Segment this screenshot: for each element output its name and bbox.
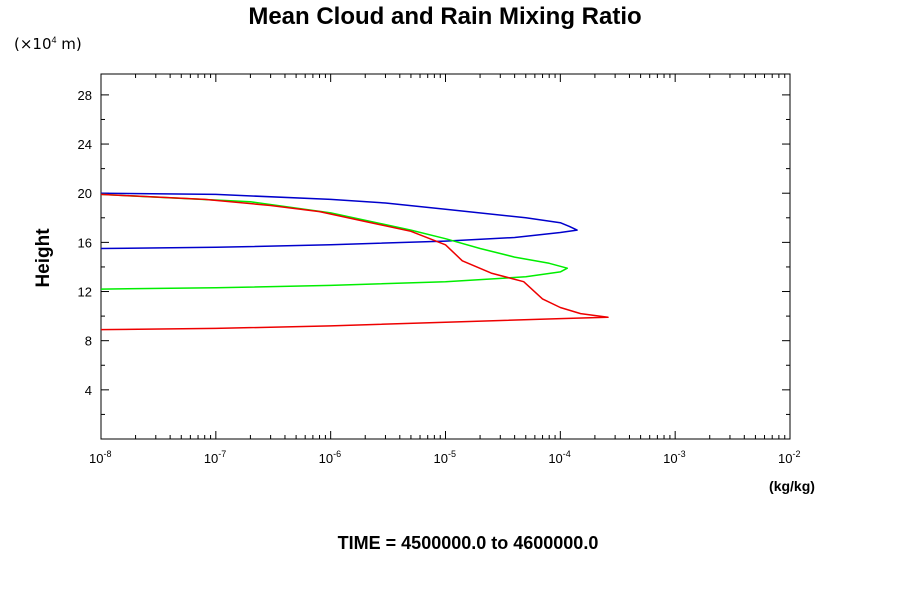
series-line-3	[100, 193, 609, 331]
x-tick-label-exponent: -7	[218, 449, 226, 459]
series-group	[100, 192, 609, 331]
x-tick-label: 10-6	[319, 449, 341, 466]
x-axis-label: (kg/kg)	[769, 478, 815, 494]
y-axis-label: Height	[33, 228, 54, 288]
chart-title: Mean Cloud and Rain Mixing Ratio	[248, 3, 641, 30]
x-tick-label-exponent: -3	[678, 449, 686, 459]
y-tick-label: 8	[85, 334, 92, 349]
x-tick-label-exponent: -2	[792, 449, 800, 459]
x-tick-label-base: 10	[89, 451, 103, 466]
plot-frame	[100, 73, 791, 440]
y-ticks	[101, 94, 790, 415]
y-tick-label: 20	[78, 186, 92, 201]
y-tick-label: 16	[78, 235, 92, 250]
x-tick-label-base: 10	[319, 451, 333, 466]
x-tick-label: 10-3	[663, 449, 685, 466]
x-ticks	[100, 74, 786, 439]
x-tick-label-exponent: -4	[563, 449, 571, 459]
x-tick-label: 10-7	[204, 449, 226, 466]
y-unit-exponent: 4	[52, 35, 57, 45]
y-unit-label: (×104 m)	[14, 35, 82, 53]
x-tick-label: 10-5	[434, 449, 456, 466]
x-tick-label-base: 10	[204, 451, 218, 466]
x-tick-label-base: 10	[778, 451, 792, 466]
y-tick-labels: 4 8 12 16 20 24 28	[78, 88, 92, 398]
y-tick-label: 28	[78, 88, 92, 103]
plot-area	[100, 73, 791, 440]
x-tick-label-base: 10	[434, 451, 448, 466]
x-tick-label-base: 10	[548, 451, 562, 466]
x-tick-label: 10-4	[548, 449, 570, 466]
y-unit-prefix: (×10	[14, 35, 52, 53]
series-line-1	[100, 192, 578, 250]
x-tick-label: 10-8	[89, 449, 111, 466]
x-tick-label-exponent: -6	[333, 449, 341, 459]
y-tick-label: 12	[78, 285, 92, 300]
y-unit-suffix: m)	[57, 35, 82, 53]
x-tick-label-exponent: -5	[448, 449, 456, 459]
x-tick-label: 10-2	[778, 449, 800, 466]
y-tick-label: 4	[85, 383, 92, 398]
x-tick-label-base: 10	[663, 451, 677, 466]
x-tick-label-exponent: -8	[103, 449, 111, 459]
y-tick-label: 24	[78, 137, 92, 152]
series-line-2	[100, 193, 569, 290]
footer-time: TIME = 4500000.0 to 4600000.0	[338, 533, 599, 553]
x-tick-labels: 10-8 10-7 10-6 10-5 10-4 10-3 10-2	[89, 449, 800, 466]
